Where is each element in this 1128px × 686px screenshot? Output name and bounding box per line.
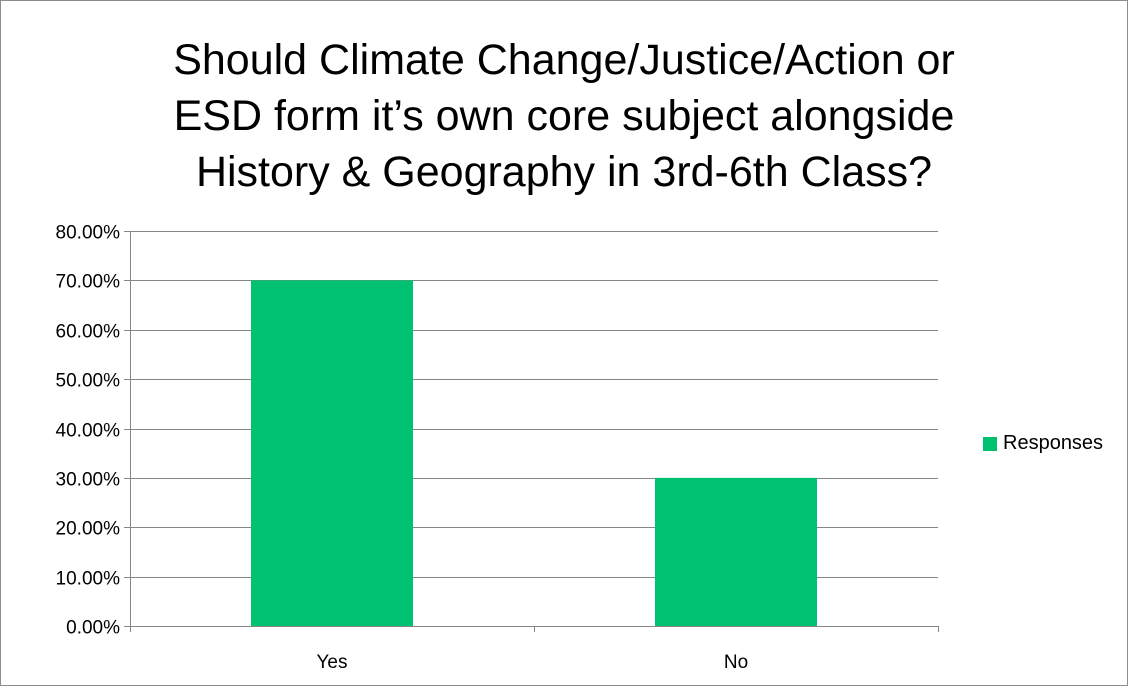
- y-tick-label: 60.00%: [56, 322, 121, 343]
- x-tick-label: Yes: [317, 652, 348, 673]
- chart-title-line-1: Should Climate Change/Justice/Action or: [173, 36, 955, 84]
- chart-title-line-3: History & Geography in 3rd-6th Class?: [195, 148, 933, 196]
- x-tick-label: No: [724, 652, 748, 673]
- legend: Responses: [983, 432, 1103, 455]
- y-tick-label: 30.00%: [56, 470, 121, 491]
- legend-label: Responses: [1003, 432, 1104, 454]
- bar-yes: [251, 280, 413, 626]
- y-tick-label: 50.00%: [56, 371, 121, 392]
- y-tick-label: 70.00%: [56, 272, 121, 293]
- bar-no: [655, 477, 817, 626]
- chart-title: Should Climate Change/Justice/Action or …: [0, 32, 1128, 200]
- y-tick-label: 10.00%: [56, 569, 121, 590]
- chart-title-line-2: ESD form it’s own core subject alongside: [173, 92, 955, 140]
- y-tick-label: 0.00%: [66, 618, 120, 639]
- legend-swatch: [983, 436, 997, 451]
- y-tick-label: 40.00%: [56, 421, 121, 442]
- y-tick-label: 20.00%: [56, 519, 121, 540]
- y-tick-label: 80.00%: [56, 223, 121, 244]
